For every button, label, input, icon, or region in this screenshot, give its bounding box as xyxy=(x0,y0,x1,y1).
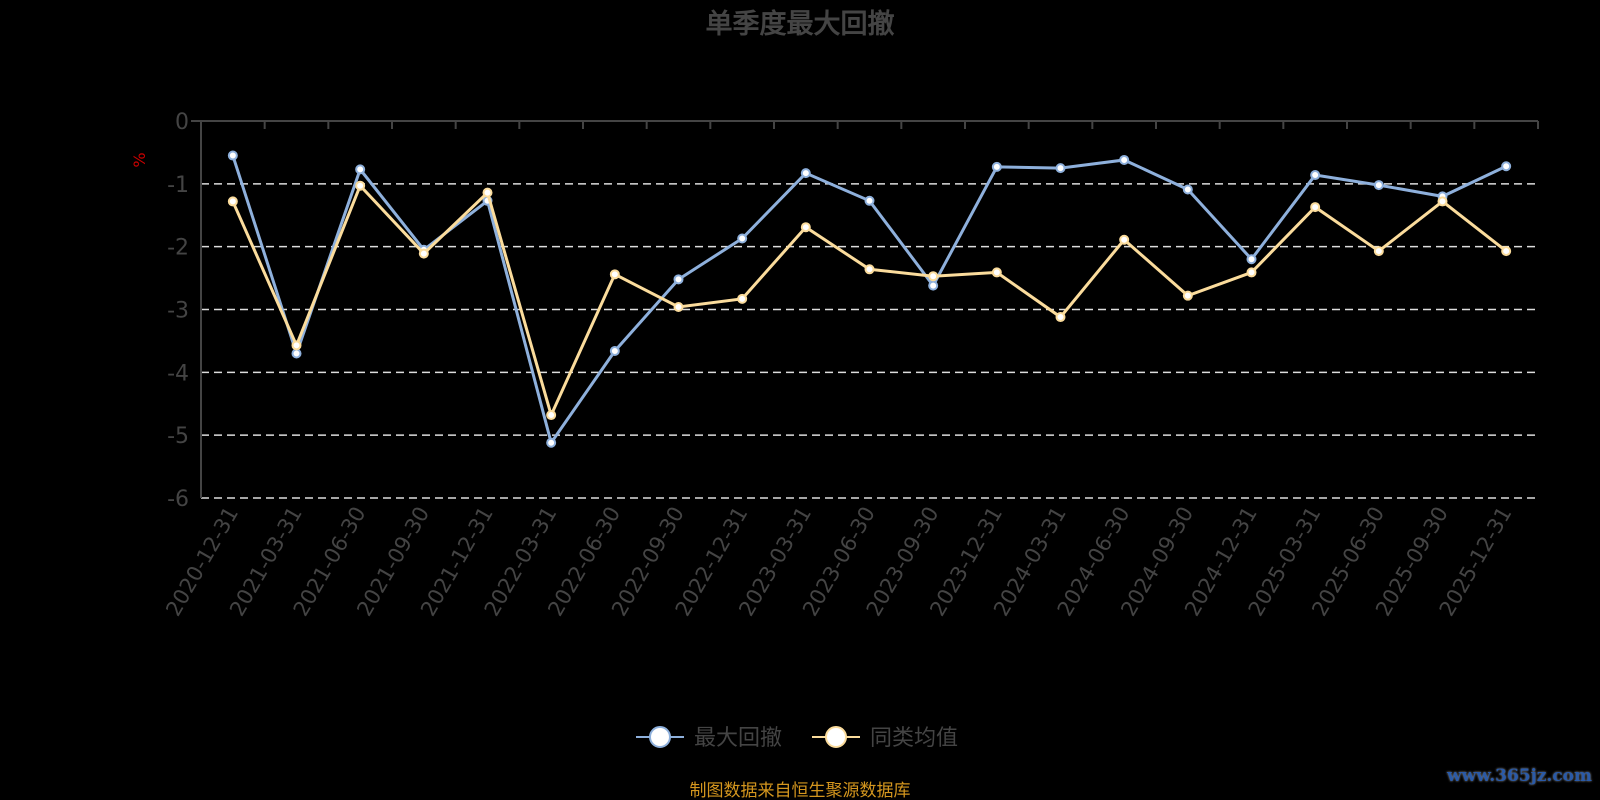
data-point xyxy=(609,269,620,280)
data-point xyxy=(673,274,684,285)
data-point xyxy=(1246,254,1257,265)
data-point xyxy=(864,264,875,275)
watermark: www.365jz.com xyxy=(1447,766,1592,786)
y-tick-label: -3 xyxy=(167,299,189,324)
series-1 xyxy=(227,150,1512,448)
y-tick-label: -5 xyxy=(167,424,189,449)
data-point xyxy=(1437,196,1448,207)
data-point xyxy=(991,267,1002,278)
series-2 xyxy=(227,180,1512,421)
data-point xyxy=(928,271,939,282)
y-tick-label: -4 xyxy=(167,361,189,386)
data-point xyxy=(1310,202,1321,213)
data-point xyxy=(1310,170,1321,181)
data-point xyxy=(1182,184,1193,195)
data-point xyxy=(355,164,366,175)
legend-label: 同类均值 xyxy=(870,726,958,751)
data-point xyxy=(546,410,557,421)
data-point xyxy=(928,280,939,291)
data-point xyxy=(673,301,684,312)
data-point xyxy=(609,345,620,356)
series-line xyxy=(231,182,1508,420)
y-tick-label: -2 xyxy=(167,236,189,261)
source-note: 制图数据来自恒生聚源数据库 xyxy=(690,781,911,800)
data-point xyxy=(737,233,748,244)
data-point xyxy=(1246,267,1257,278)
data-point xyxy=(482,187,493,198)
data-point xyxy=(355,180,366,191)
data-point xyxy=(1119,234,1130,245)
data-point xyxy=(418,248,429,259)
chart-title: 单季度最大回撤 xyxy=(706,8,895,40)
data-point xyxy=(737,293,748,304)
data-point xyxy=(1055,163,1066,174)
legend: 最大回撤 同类均值 xyxy=(636,726,958,751)
data-point xyxy=(546,437,557,448)
data-point xyxy=(1119,154,1130,165)
data-point xyxy=(1055,312,1066,323)
data-point xyxy=(227,150,238,161)
data-point xyxy=(1182,290,1193,301)
y-tick-label: -6 xyxy=(167,487,189,512)
data-point xyxy=(800,168,811,179)
data-point xyxy=(800,222,811,233)
y-tick-label: 0 xyxy=(175,110,189,135)
legend-marker xyxy=(649,726,671,748)
data-point xyxy=(991,161,1002,172)
data-point xyxy=(1373,180,1384,191)
data-point xyxy=(1501,246,1512,257)
data-point xyxy=(864,195,875,206)
data-point xyxy=(291,340,302,351)
y-tick-label: -1 xyxy=(167,173,189,198)
data-point xyxy=(291,348,302,359)
y-axis-label: % xyxy=(130,152,149,167)
data-point xyxy=(227,196,238,207)
data-point xyxy=(1373,246,1384,257)
data-point xyxy=(1501,161,1512,172)
legend-label: 最大回撤 xyxy=(694,726,782,751)
legend-marker xyxy=(825,726,847,748)
